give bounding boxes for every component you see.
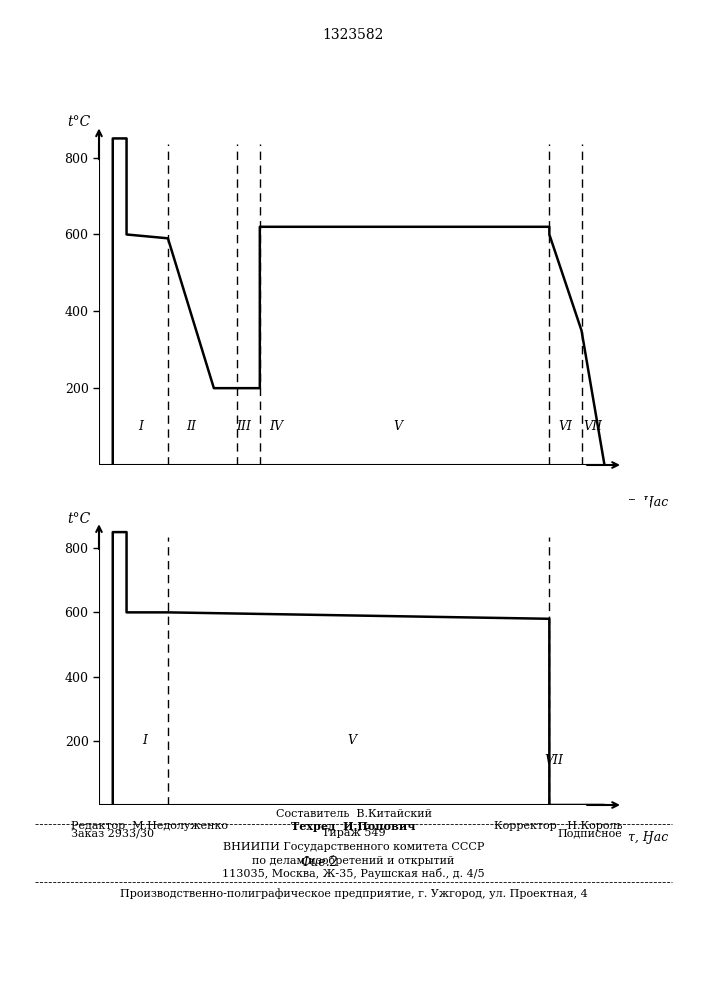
Text: ВНИИПИ Государственного комитета СССР: ВНИИПИ Государственного комитета СССР	[223, 842, 484, 852]
Text: IV: IV	[269, 420, 283, 433]
Text: τ, Ӈас: τ, Ӈас	[629, 496, 669, 509]
Text: Составитель  В.Китайский: Составитель В.Китайский	[276, 809, 431, 819]
Text: I: I	[142, 734, 148, 747]
Text: t°C: t°C	[67, 115, 90, 129]
Text: V: V	[347, 734, 356, 747]
Text: Корректор   Н.Король: Корректор Н.Король	[493, 821, 622, 831]
Text: Техред  И.Попович: Техред И.Попович	[291, 821, 416, 832]
Text: Тираж 549: Тираж 549	[322, 828, 385, 838]
Text: Редактор  М.Недолуженко: Редактор М.Недолуженко	[71, 821, 228, 831]
Text: II: II	[186, 420, 196, 433]
Text: VII: VII	[544, 754, 563, 767]
Text: I: I	[138, 420, 143, 433]
Text: τ, Ӈас: τ, Ӈас	[629, 831, 669, 844]
Text: 113035, Москва, Ж-35, Раушская наб., д. 4/5: 113035, Москва, Ж-35, Раушская наб., д. …	[222, 868, 485, 879]
Text: Производственно-полиграфическое предприятие, г. Ужгород, ул. Проектная, 4: Производственно-полиграфическое предприя…	[119, 888, 588, 899]
Text: 1323582: 1323582	[323, 28, 384, 42]
Text: VII: VII	[583, 420, 602, 433]
Text: по делам изобретений и открытий: по делам изобретений и открытий	[252, 855, 455, 866]
Text: Подписное: Подписное	[557, 828, 622, 838]
Text: Заказ 2933/30: Заказ 2933/30	[71, 828, 154, 838]
Text: Фие.1: Фие.1	[300, 526, 339, 539]
Text: V: V	[393, 420, 402, 433]
Text: III: III	[236, 420, 251, 433]
Text: VI: VI	[559, 420, 573, 433]
Text: t°C: t°C	[67, 512, 90, 526]
Text: Фие.2: Фие.2	[300, 856, 339, 869]
